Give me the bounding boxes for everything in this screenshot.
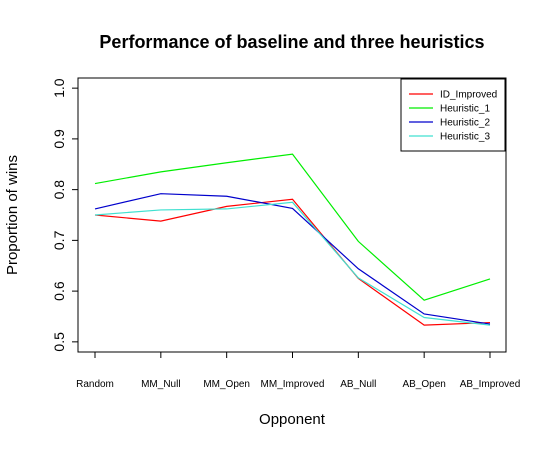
x-tick-label: AB_Open [402, 379, 445, 390]
x-tick-label: AB_Improved [460, 379, 521, 390]
series-line-heuristic-1 [94, 153, 491, 301]
x-axis-label: Opponent [259, 411, 326, 428]
y-tick-label: 0.6 [51, 281, 67, 301]
y-tick-label: 0.5 [51, 332, 67, 352]
y-tick-label: 0.8 [51, 180, 67, 200]
x-tick-label: AB_Null [340, 379, 376, 390]
legend-box [400, 78, 506, 152]
legend-label: ID_Improved [440, 90, 497, 101]
series-line-heuristic-3 [94, 201, 491, 326]
x-tick-label: MM_Null [141, 379, 180, 390]
legend: ID_Improved Heuristic_1 Heuristic_2 Heurist… [400, 78, 506, 152]
x-tick-label: Random [76, 379, 114, 390]
y-axis-label: Proportion of wins [4, 155, 21, 275]
chart-title: Performance of baseline and three heuris… [99, 32, 484, 52]
y-tick-label: 0.9 [51, 129, 67, 149]
legend-label: Heuristic_1 [440, 104, 490, 115]
y-tick-label: 0.7 [51, 230, 67, 250]
series-line-id-improved [94, 198, 491, 326]
x-axis: Random MM_Null MM_Open MM_Improved AB_Null AB… [76, 352, 520, 390]
series-layer [94, 153, 491, 326]
series-line-heuristic-2 [94, 193, 491, 325]
y-tick-label: 1.0 [51, 78, 67, 98]
y-axis: 0.5 0.6 0.7 0.8 0.9 1.0 [51, 78, 78, 352]
legend-label: Heuristic_3 [440, 132, 490, 143]
x-tick-label: MM_Improved [261, 379, 325, 390]
x-tick-label: MM_Open [203, 379, 250, 390]
legend-label: Heuristic_2 [440, 118, 490, 129]
